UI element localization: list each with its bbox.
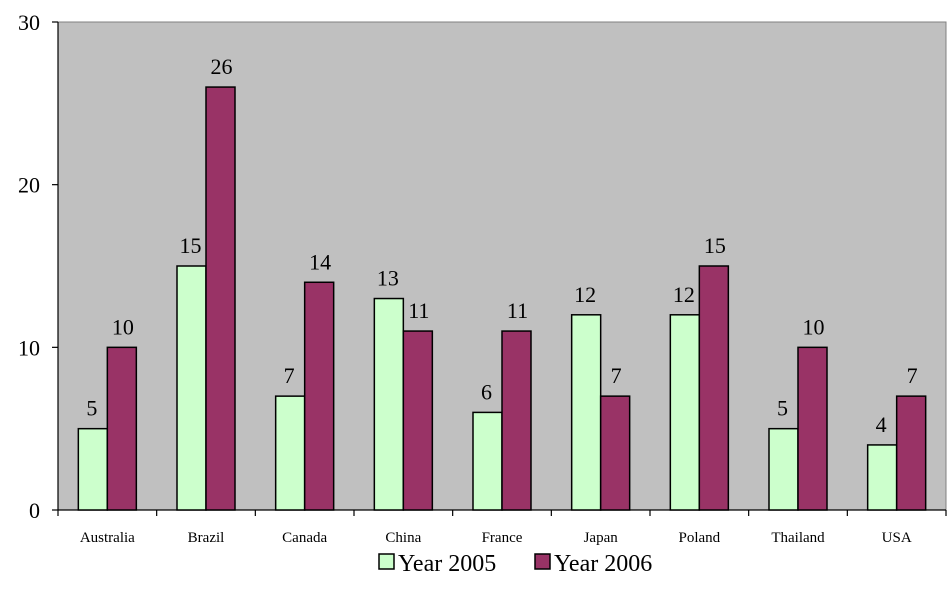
bar-year-2005 (373, 297, 405, 511)
bar-year-2005 (472, 411, 503, 511)
data-label: 12 (673, 282, 695, 307)
x-tick-label: Australia (80, 530, 135, 546)
data-label: 5 (777, 396, 788, 421)
data-label: 7 (284, 363, 295, 388)
legend-swatch (378, 553, 395, 570)
bar-year-2005 (669, 314, 701, 511)
x-tick-label: France (482, 530, 523, 546)
data-label: 11 (408, 298, 429, 323)
x-tick-label: Canada (282, 530, 327, 546)
legend-swatch (534, 553, 551, 570)
bar-year-2006 (698, 265, 730, 511)
data-label: 7 (907, 363, 918, 388)
bar-year-2006 (797, 346, 828, 511)
bar-year-2005 (768, 427, 799, 511)
data-label: 11 (507, 298, 528, 323)
y-tick-label: 0 (29, 498, 40, 523)
bar-year-2006 (303, 281, 335, 511)
data-label: 12 (574, 282, 596, 307)
data-label: 13 (377, 266, 399, 291)
bar-year-2005 (866, 444, 898, 511)
bar-year-2005 (274, 395, 306, 511)
bar-year-2006 (402, 330, 434, 511)
x-tick-label: Poland (678, 530, 720, 546)
bar-year-2005 (570, 314, 602, 511)
bar-year-2006 (599, 395, 631, 511)
y-tick-label: 30 (18, 10, 40, 35)
x-tick-label: USA (882, 530, 912, 546)
bar-year-2005 (176, 265, 207, 511)
x-tick-label: Brazil (188, 530, 225, 546)
bar-year-2006 (205, 86, 236, 511)
data-label: 7 (611, 363, 622, 388)
data-label: 15 (180, 233, 202, 258)
bar-year-2006 (106, 346, 138, 511)
y-tick-label: 10 (18, 335, 40, 360)
bar-year-2006 (501, 330, 532, 511)
x-tick-label: China (385, 530, 421, 546)
data-label: 5 (86, 396, 97, 421)
data-label: 6 (481, 379, 492, 404)
legend-label: Year 2005 (398, 551, 496, 577)
data-label: 14 (309, 249, 331, 274)
y-tick-label: 20 (18, 173, 40, 198)
legend-label: Year 2006 (554, 551, 652, 577)
data-label: 26 (211, 54, 233, 79)
data-label: 15 (704, 233, 726, 258)
data-label: 10 (803, 314, 825, 339)
bar-year-2006 (895, 395, 927, 511)
data-label: 10 (112, 314, 134, 339)
x-tick-label: Japan (584, 530, 619, 546)
data-label: 4 (876, 412, 887, 437)
x-tick-label: Thailand (771, 530, 825, 546)
bar-year-2005 (77, 427, 109, 511)
